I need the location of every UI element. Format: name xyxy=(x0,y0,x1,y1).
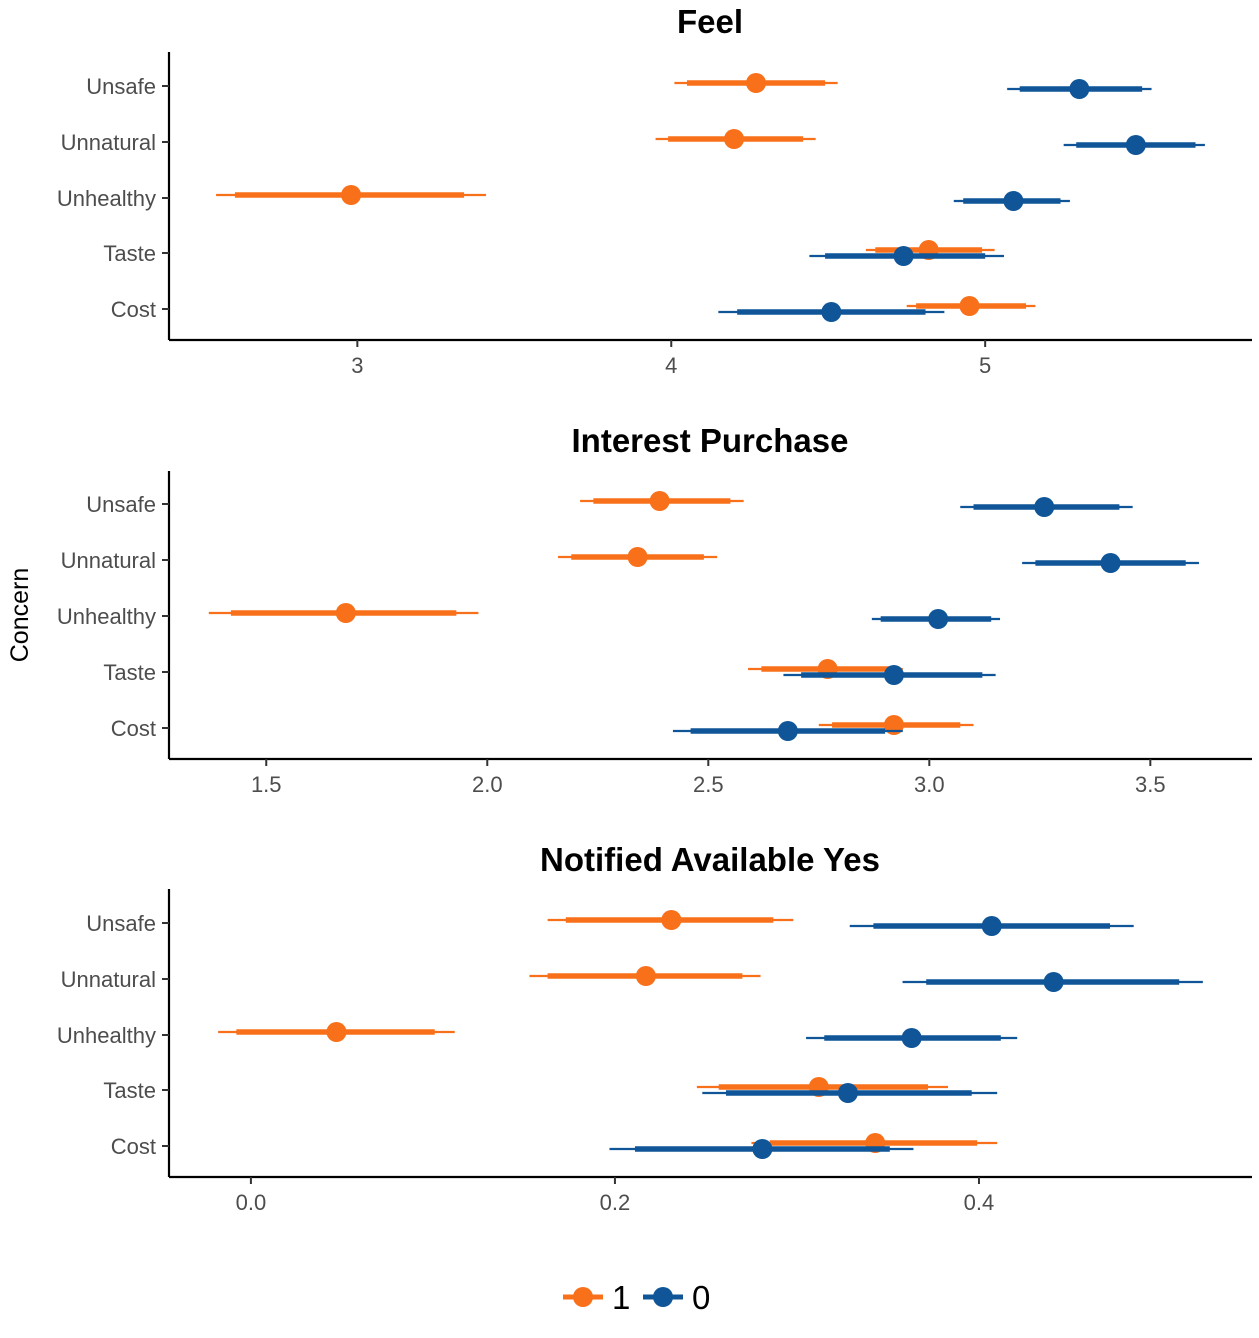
y-tick-label: Taste xyxy=(103,241,156,266)
x-tick-label: 2.5 xyxy=(693,772,724,797)
point-estimate xyxy=(752,1139,773,1159)
series-1 xyxy=(218,910,998,1153)
x-tick-label: 4 xyxy=(665,353,677,378)
point-estimate xyxy=(893,246,914,266)
y-tick-label: Unnatural xyxy=(61,967,156,992)
series-1 xyxy=(208,491,974,735)
panel-2: Interest Purchase Unsafe Unnatural Unhealth… xyxy=(57,422,1252,797)
point-estimate xyxy=(341,185,362,205)
point-estimate xyxy=(635,966,656,986)
legend-label: 0 xyxy=(692,1279,710,1316)
y-tick-label: Unsafe xyxy=(86,74,156,99)
point-estimate xyxy=(959,296,980,316)
legend-key-point xyxy=(653,1287,673,1307)
series-0 xyxy=(609,916,1203,1159)
point-estimate xyxy=(661,910,682,930)
series-0 xyxy=(672,497,1199,741)
point-estimate xyxy=(837,1083,858,1103)
point-estimate xyxy=(1003,191,1024,211)
point-estimate xyxy=(777,721,798,741)
series-1 xyxy=(216,73,1036,316)
point-estimate xyxy=(981,916,1002,936)
y-tick-label: Cost xyxy=(111,1134,156,1159)
point-estimate xyxy=(746,73,767,93)
x-tick-label: 2.0 xyxy=(472,772,503,797)
point-estimate xyxy=(928,609,949,629)
panels: Feel Unsafe Unnatural Unhealthy Taste Cost 3 4 5… xyxy=(57,3,1252,1215)
series-0 xyxy=(718,79,1205,322)
point-estimate xyxy=(1069,79,1090,99)
x-tick-label: 3.0 xyxy=(914,772,945,797)
y-tick-label: Unsafe xyxy=(86,911,156,936)
legend-key-point xyxy=(573,1287,593,1307)
x-tick-label: 1.5 xyxy=(251,772,282,797)
y-axis-title: Concern xyxy=(6,568,34,663)
point-estimate xyxy=(649,491,670,511)
y-tick-label: Unhealthy xyxy=(57,604,156,629)
point-estimate xyxy=(883,665,904,685)
legend-item-0: 0 xyxy=(643,1279,710,1316)
y-tick-label: Taste xyxy=(103,660,156,685)
point-estimate xyxy=(1100,553,1121,573)
point-estimate xyxy=(1125,135,1146,155)
panel-title: Feel xyxy=(677,3,743,40)
point-estimate xyxy=(821,302,842,322)
point-estimate xyxy=(326,1022,347,1042)
legend-label: 1 xyxy=(612,1279,630,1316)
y-tick-label: Cost xyxy=(111,297,156,322)
panel-1: Feel Unsafe Unnatural Unhealthy Taste Cost 3 4 5 xyxy=(57,3,1252,378)
y-tick-label: Unnatural xyxy=(61,130,156,155)
point-estimate xyxy=(901,1028,922,1048)
y-tick-label: Unhealthy xyxy=(57,186,156,211)
point-estimate xyxy=(1034,497,1055,517)
panel-title: Notified Available Yes xyxy=(540,841,880,878)
y-tick-label: Cost xyxy=(111,716,156,741)
panel-title: Interest Purchase xyxy=(572,422,849,459)
point-estimate xyxy=(627,547,648,567)
x-tick-label: 3 xyxy=(351,353,363,378)
point-estimate xyxy=(724,129,745,149)
y-tick-label: Unsafe xyxy=(86,492,156,517)
panel-3: Notified Available Yes Unsafe Unnatural Unh… xyxy=(57,841,1252,1215)
point-estimate xyxy=(335,603,356,623)
point-estimate xyxy=(1043,972,1064,992)
x-tick-label: 3.5 xyxy=(1135,772,1166,797)
x-tick-label: 0.2 xyxy=(600,1190,631,1215)
y-tick-label: Taste xyxy=(103,1078,156,1103)
legend-item-1: 1 xyxy=(563,1279,630,1316)
x-tick-label: 0.0 xyxy=(236,1190,267,1215)
x-tick-label: 5 xyxy=(979,353,991,378)
y-tick-label: Unnatural xyxy=(61,548,156,573)
x-tick-label: 0.4 xyxy=(964,1190,995,1215)
y-tick-label: Unhealthy xyxy=(57,1023,156,1048)
